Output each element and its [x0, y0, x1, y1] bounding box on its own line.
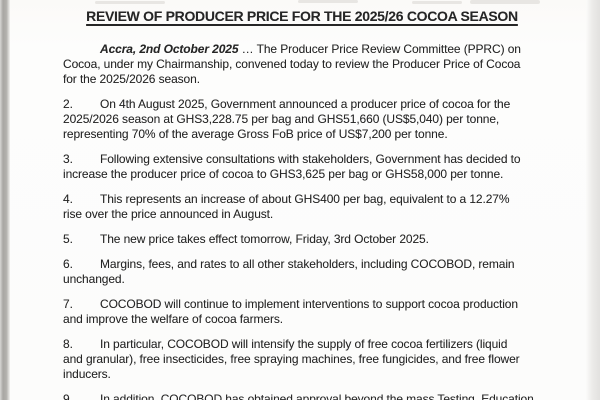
- paragraph-text: In addition, COCOBOD has obtained approv…: [100, 392, 534, 400]
- paragraph-8: 8. In particular, COCOBOD will intensify …: [63, 337, 541, 382]
- text-line: 2. On 4th August 2025, Government announc…: [63, 97, 541, 112]
- text-line: Cocoa, under my Chairmanship, convened t…: [63, 57, 521, 71]
- paragraph-text: Margins, fees, and rates to all other st…: [100, 257, 515, 271]
- text-line: rise over the price announced in August.: [63, 207, 274, 221]
- text-line: 5. The new price takes effect tomorrow, F…: [63, 232, 541, 247]
- paragraph-number: 5.: [63, 232, 73, 246]
- paragraph-text: On 4th August 2025, Government announced…: [100, 97, 511, 111]
- paragraph-number: 8.: [63, 337, 73, 351]
- paragraph-text: In particular, COCOBOD will intensify th…: [100, 337, 508, 351]
- text-line: 9. In addition, COCOBOD has obtained appr…: [63, 392, 541, 400]
- paragraph-text: … The Producer Price Review Committee (P…: [238, 42, 521, 56]
- paragraph-3: 3. Following extensive consultations with…: [63, 152, 541, 182]
- dateline: Accra, 2nd October 2025: [100, 42, 239, 56]
- text-line: and improve the welfare of cocoa farmers…: [63, 312, 284, 326]
- text-line: Accra, 2nd October 2025 … The Producer P…: [63, 42, 541, 57]
- text-line: unchanged.: [63, 272, 125, 286]
- paragraph-6: 6. Margins, fees, and rates to all other …: [63, 257, 541, 287]
- text-line: representing 70% of the average Gross Fo…: [63, 127, 448, 141]
- text-line: for the 2025/2026 season.: [63, 72, 200, 86]
- photo-artifact: [298, 0, 358, 3]
- paragraph-number: 7.: [63, 297, 73, 311]
- paragraph-number: 2.: [63, 97, 73, 111]
- photo-left-edge: [0, 0, 10, 400]
- paragraph-text: This represents an increase of about GHS…: [100, 192, 510, 206]
- paragraph-4: 4. This represents an increase of about G…: [63, 192, 541, 222]
- paragraph-1: Accra, 2nd October 2025 … The Producer P…: [63, 42, 541, 87]
- paragraph-text: Following extensive consultations with s…: [100, 152, 521, 166]
- paragraph-text: COCOBOD will continue to implement inter…: [100, 297, 518, 311]
- paragraph-5: 5. The new price takes effect tomorrow, F…: [63, 232, 541, 247]
- text-line: 3. Following extensive consultations with…: [63, 152, 541, 167]
- photo-artifact: [95, 1, 165, 4]
- text-line: and granular), free insecticides, free s…: [63, 352, 520, 366]
- text-line: 2025/2026 season at GHS3,228.75 per bag …: [63, 112, 500, 126]
- paragraph-9-clipped: 9. In addition, COCOBOD has obtained appr…: [63, 392, 541, 400]
- text-line: inducers.: [63, 367, 111, 381]
- text-line: increase the producer price of cocoa to …: [63, 167, 504, 181]
- paragraph-number: 9.: [63, 392, 73, 400]
- paragraph-2: 2. On 4th August 2025, Government announc…: [63, 97, 541, 142]
- paragraph-number: 6.: [63, 257, 73, 271]
- paragraph-number: 3.: [63, 152, 73, 166]
- text-line: 4. This represents an increase of about G…: [63, 192, 541, 207]
- paragraph-text: The new price takes effect tomorrow, Fri…: [100, 232, 429, 246]
- document-title: REVIEW OF PRODUCER PRICE FOR THE 2025/26…: [86, 8, 518, 24]
- photo-artifact: [470, 0, 540, 4]
- paragraph-7: 7. COCOBOD will continue to implement int…: [63, 297, 541, 327]
- document-body: REVIEW OF PRODUCER PRICE FOR THE 2025/26…: [63, 8, 541, 400]
- photo-artifact: [412, 1, 462, 4]
- paragraph-number: 4.: [63, 192, 73, 206]
- text-line: 6. Margins, fees, and rates to all other …: [63, 257, 541, 272]
- photo-right-edge: [586, 0, 600, 400]
- text-line: 7. COCOBOD will continue to implement int…: [63, 297, 541, 312]
- text-line: 8. In particular, COCOBOD will intensify …: [63, 337, 541, 352]
